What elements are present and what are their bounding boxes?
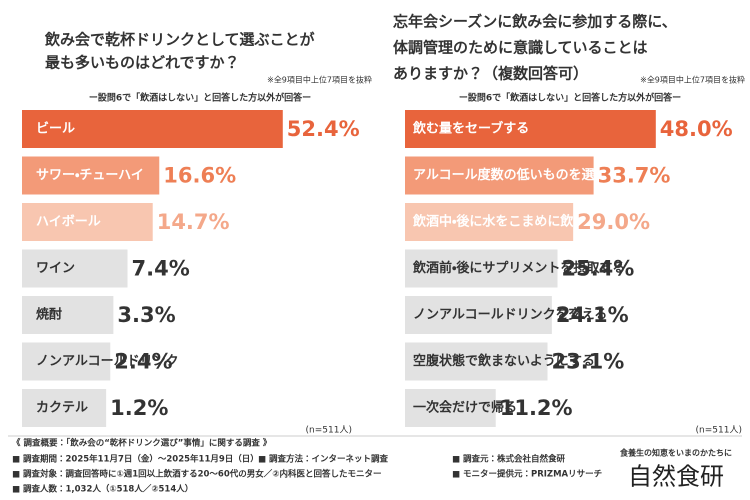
footer-item: ■ 調査期間：2025年11月7日（金）～2025年11月9日（日） (12, 454, 259, 465)
chart-subtitle: ー設問6で「飲酒はしない」と回答した方以外が回答ー (89, 92, 311, 104)
category-label: 一次会だけで帰る (413, 400, 517, 416)
bar (22, 389, 107, 427)
sample-size: (n=511人) (306, 426, 352, 436)
value-label: 2.4% (114, 350, 172, 374)
footer-item: ■ 調査方法：インターネット調査 (258, 454, 388, 465)
footer-item: ■ 調査元：株式会社自然食研 (452, 454, 565, 465)
category-label: カクテル (36, 401, 88, 416)
value-label: 23.1% (551, 350, 624, 374)
bar (405, 203, 574, 241)
bar (405, 296, 552, 334)
bar (405, 110, 656, 148)
value-label: 29.0% (577, 210, 650, 234)
value-label: 11.2% (500, 396, 573, 420)
chart-subtitle: ー設問6で「飲酒はしない」と回答した方以外が回答ー (459, 92, 681, 104)
category-label: ノンアルコールドリンク (36, 354, 179, 369)
footer-heading: 《 調査概要：「飲み会の“乾杯ドリンク選び”事情」に関する調査 》 (12, 438, 271, 449)
bar (405, 249, 558, 288)
value-label: 24.1% (556, 303, 629, 327)
tagline: 食養生の知恵をいまのかたちに (620, 448, 732, 458)
value-label: 52.4% (287, 117, 360, 141)
value-label: 48.0% (660, 117, 733, 141)
value-label: 7.4% (132, 257, 190, 281)
value-label: 25.4% (561, 257, 634, 281)
chart-title: 体調管理のために意識していることは (393, 39, 648, 57)
category-label: サワー・チューハイ (36, 168, 144, 183)
value-label: 16.6% (163, 164, 236, 188)
footer-item: ■ 調査対象：調査回答時に①週1回以上飲酒する20～60代の男女／②内科医と回答… (12, 469, 381, 480)
category-label: 空腹状態で飲まないようにする (413, 353, 595, 369)
category-label: 焼酎 (36, 307, 62, 323)
bar (22, 156, 160, 195)
value-label: 3.3% (117, 303, 175, 327)
bar (22, 296, 114, 334)
category-label: アルコール度数の低いものを選ぶ (413, 167, 608, 183)
category-label: ビール (36, 121, 75, 137)
footer-item: ■ 調査人数：1,032人（①518人／②514人） (12, 484, 193, 495)
category-label: ワイン (36, 261, 75, 276)
value-label: 1.2% (110, 396, 168, 420)
bar (22, 249, 128, 288)
chart-title: ありますか？（複数回答可） (393, 65, 588, 83)
value-label: 33.7% (598, 164, 671, 188)
value-label: 14.7% (157, 210, 230, 234)
logo: 自然食研 (628, 463, 724, 491)
category-label: 飲酒中・後に水をこまめに飲む (412, 214, 586, 230)
category-label: ノンアルコールドリンクを交える (413, 307, 607, 323)
category-label: ハイボール (36, 214, 101, 230)
chart-title: 飲み会で乾杯ドリンクとして選ぶことが (44, 31, 316, 49)
bar (405, 156, 594, 195)
chart-note: ※全9項目中上位7項目を抜粋 (640, 75, 745, 85)
category-label: 飲酒前・後にサプリメントを摂取する (412, 260, 625, 276)
category-label: 飲む量をセーブする (412, 121, 529, 137)
sample-size: (n=511人) (696, 426, 742, 436)
bar (405, 342, 548, 381)
chart-note: ※全9項目中上位7項目を抜粋 (267, 75, 372, 85)
bar (405, 389, 496, 427)
footer-item: ■ モニター提供元：PRIZMAリサーチ (452, 469, 602, 480)
chart-title: 忘年会シーズンに飲み会に参加する際に、 (392, 13, 677, 31)
bar (22, 110, 283, 148)
bar (22, 342, 111, 381)
bar (22, 203, 153, 241)
chart-title: 最も多いものはどれですか？ (45, 54, 240, 72)
